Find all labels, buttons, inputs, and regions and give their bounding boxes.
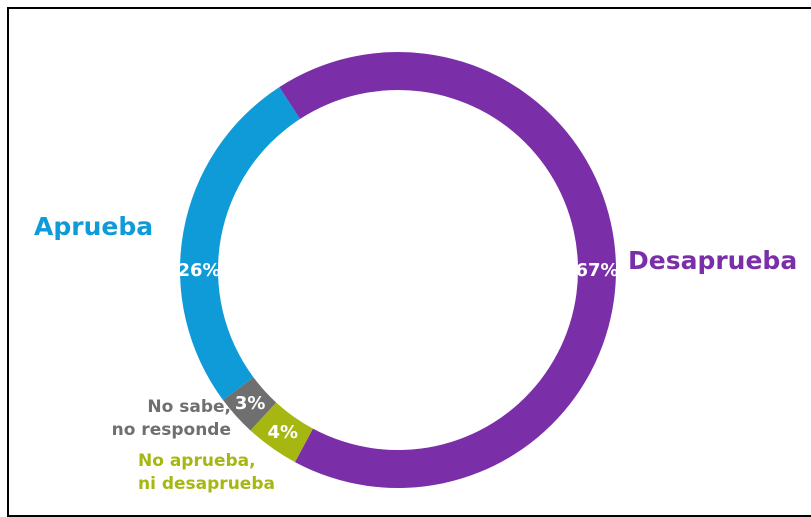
value-label-ni-aprueba: 4% [267,422,298,443]
label-no-sabe-line2: no responde [111,420,231,440]
slice-aprueba [179,87,300,400]
value-label-desaprueba: 67% [575,260,618,281]
label-ni-line2: ni desaprueba [138,474,275,494]
label-no-sabe-no-responde: No sabe, no responde [112,396,231,442]
donut-chart: 67% 4%3% 26% [177,51,618,488]
slice-desaprueba [279,51,616,488]
slice-ni-aprueba-ni-desaprueba [250,402,313,463]
slice-no-sabe-no-responde [222,377,277,431]
value-label-aprueba: 26% [177,260,220,281]
label-desaprueba: Desaprueba [628,246,798,275]
label-no-sabe-line1: No sabe, [147,397,231,417]
value-label-no-sabe: 3% [235,393,266,414]
label-ni-line1: No aprueba, [138,451,256,471]
label-aprueba: Aprueba [34,212,154,241]
label-ni-aprueba-ni-desaprueba: No aprueba, ni desaprueba [138,450,275,496]
